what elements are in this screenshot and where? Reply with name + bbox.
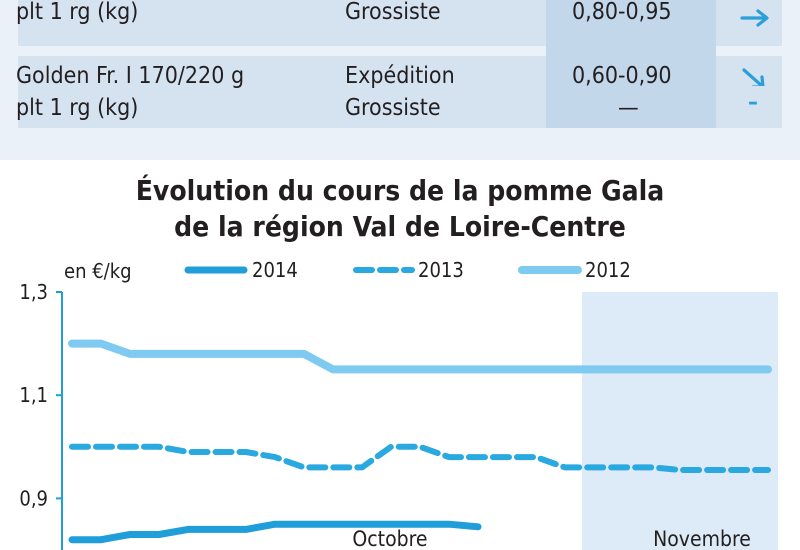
y-tick-label: 1,3 <box>19 280 48 304</box>
chart-title-line1: Évolution du cours de la pomme Gala <box>136 173 665 207</box>
legend-label-2013: 2013 <box>418 258 464 282</box>
series-line-2014 <box>68 520 482 544</box>
y-tick-label: 1,1 <box>19 383 48 407</box>
price-cell: 0,60-0,90 <box>572 63 672 89</box>
x-month-label: Novembre <box>653 527 751 550</box>
stage-cell: Grossiste <box>345 0 441 25</box>
legend-label-2012: 2012 <box>585 258 631 282</box>
y-axis-unit-label: en €/kg <box>64 259 132 283</box>
stage-cell: Expédition <box>345 63 455 89</box>
legend-label-2014: 2014 <box>252 258 298 282</box>
gala-price-chart: Évolution du cours de la pomme Gala de l… <box>0 160 800 550</box>
price-table: plt 1 rg (kg) Grossiste 0,80-0,95 Golden… <box>0 0 800 160</box>
series-line-2013 <box>69 443 771 473</box>
product-cell: plt 1 rg (kg) <box>16 95 139 121</box>
product-cell: plt 1 rg (kg) <box>16 0 139 25</box>
legend: 2014 2013 2012 <box>184 258 631 282</box>
x-month-label: Octobre <box>352 527 427 550</box>
series-line-2012 <box>68 339 772 374</box>
down-right-arrow-icon <box>742 68 765 86</box>
product-cell: Golden Fr. I 170/220 g <box>16 63 245 89</box>
price-column-highlight <box>546 0 716 128</box>
plot-area: 1,3 1,1 0,9 Octobre Novembre <box>19 280 778 550</box>
november-shade <box>582 292 778 550</box>
right-arrow-icon <box>740 9 769 27</box>
chart-title-line2: de la région Val de Loire-Centre <box>174 210 626 243</box>
price-cell: — <box>618 95 639 121</box>
stage-cell: Grossiste <box>345 95 441 121</box>
y-tick-label: 0,9 <box>19 486 48 510</box>
chart-canvas: Évolution du cours de la pomme Gala de l… <box>19 173 778 550</box>
price-cell: 0,80-0,95 <box>572 0 672 25</box>
trend-dash-icon: – <box>748 90 758 115</box>
